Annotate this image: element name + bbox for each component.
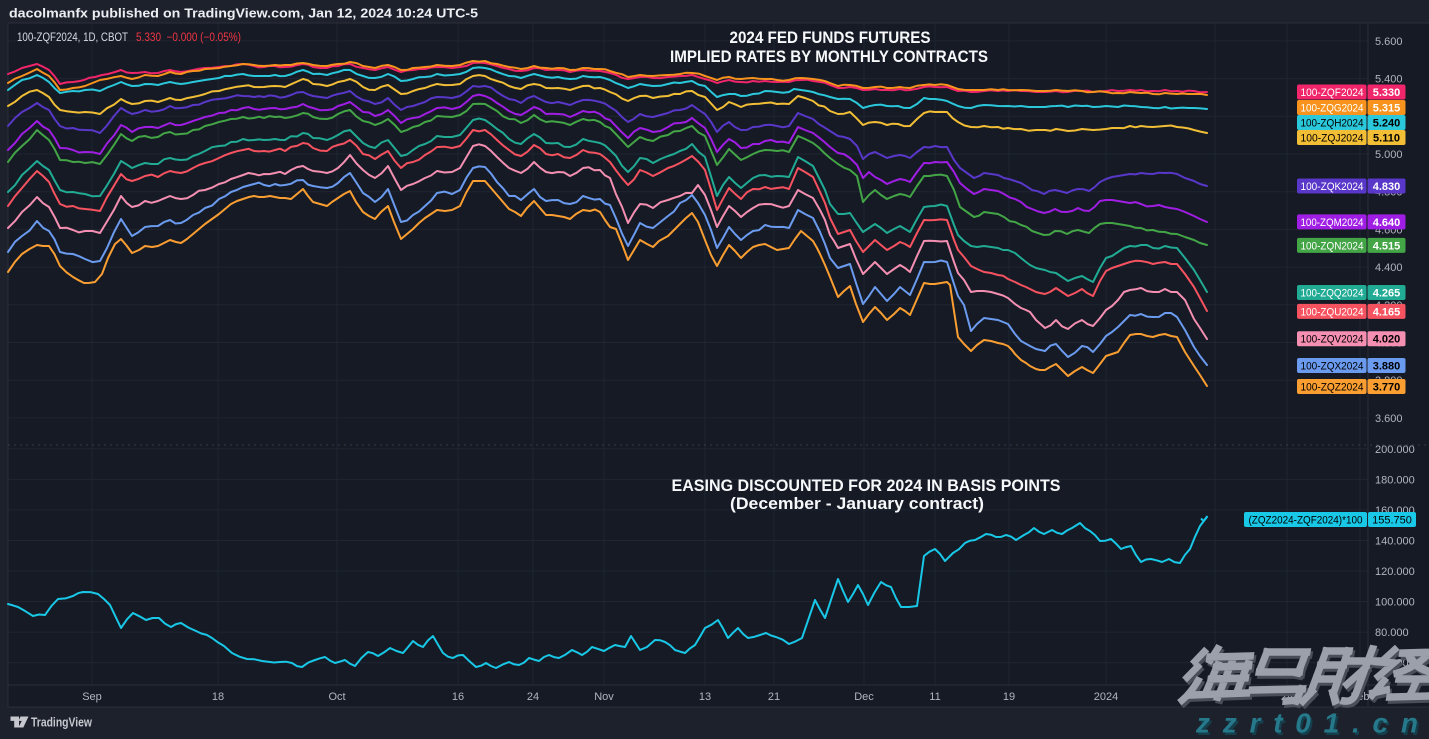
svg-text:3.770: 3.770 [1373, 382, 1401, 394]
svg-text:5.600: 5.600 [1375, 36, 1403, 48]
svg-text:100-ZQV2024: 100-ZQV2024 [1301, 334, 1364, 346]
svg-text:Sep: Sep [82, 691, 102, 703]
svg-text:dacolmanfx published on Tradin: dacolmanfx published on TradingView.com,… [9, 6, 478, 21]
svg-text:5.330: 5.330 [1373, 87, 1401, 99]
svg-text:(December - January contract): (December - January contract) [730, 494, 984, 513]
svg-text:4.640: 4.640 [1373, 217, 1401, 229]
svg-text:140.000: 140.000 [1375, 536, 1415, 548]
svg-text:21: 21 [768, 691, 780, 703]
svg-text:TradingView: TradingView [31, 716, 92, 730]
svg-text:100.000: 100.000 [1375, 597, 1415, 609]
svg-text:4.020: 4.020 [1373, 334, 1401, 346]
svg-text:5.000: 5.000 [1375, 149, 1403, 161]
svg-text:180.000: 180.000 [1375, 474, 1415, 486]
svg-text:4.265: 4.265 [1373, 288, 1401, 300]
svg-text:120.000: 120.000 [1375, 566, 1415, 578]
svg-text:2024 FED FUNDS FUTURES: 2024 FED FUNDS FUTURES [730, 28, 931, 47]
svg-text:19: 19 [1003, 691, 1015, 703]
svg-text:4.400: 4.400 [1375, 262, 1403, 274]
svg-text:100-ZQX2024: 100-ZQX2024 [1301, 361, 1364, 373]
svg-text:100-ZQF2024, 1D, CBOT: 100-ZQF2024, 1D, CBOT [17, 32, 128, 44]
svg-text:5.330 −0.000 (−0.05%): 5.330 −0.000 (−0.05%) [136, 32, 241, 44]
svg-text:155.750: 155.750 [1372, 514, 1412, 526]
svg-text:5.110: 5.110 [1373, 133, 1400, 145]
svg-text:100-ZQZ2024: 100-ZQZ2024 [1301, 382, 1364, 394]
svg-text:IMPLIED RATES BY MONTHLY CONTR: IMPLIED RATES BY MONTHLY CONTRACTS [670, 47, 988, 66]
svg-text:zzrt01.cn: zzrt01.cn [1195, 708, 1424, 739]
svg-text:100-ZQN2024: 100-ZQN2024 [1301, 240, 1364, 252]
svg-text:100-ZQJ2024: 100-ZQJ2024 [1301, 133, 1364, 145]
svg-text:100-ZQQ2024: 100-ZQQ2024 [1301, 288, 1364, 300]
svg-text:3.880: 3.880 [1373, 361, 1401, 373]
svg-text:100-ZQM2024: 100-ZQM2024 [1301, 217, 1364, 229]
svg-text:24: 24 [527, 691, 539, 703]
svg-text:Dec: Dec [854, 691, 874, 703]
svg-text:100-ZQU2024: 100-ZQU2024 [1301, 306, 1364, 318]
svg-text:Nov: Nov [594, 691, 614, 703]
svg-text:16: 16 [452, 691, 464, 703]
svg-text:80.000: 80.000 [1375, 627, 1409, 639]
svg-text:3.600: 3.600 [1375, 413, 1403, 425]
svg-text:4.515: 4.515 [1373, 240, 1401, 252]
svg-text:2024: 2024 [1094, 691, 1118, 703]
svg-text:11: 11 [929, 691, 940, 703]
svg-text:100-ZQG2024: 100-ZQG2024 [1301, 103, 1364, 115]
svg-text:200.000: 200.000 [1375, 444, 1415, 456]
svg-text:Oct: Oct [328, 691, 345, 703]
svg-text:5.240: 5.240 [1373, 118, 1401, 130]
svg-text:5.400: 5.400 [1375, 74, 1403, 86]
svg-text:100-ZQH2024: 100-ZQH2024 [1301, 118, 1364, 130]
svg-text:100-ZQF2024: 100-ZQF2024 [1301, 87, 1364, 99]
svg-text:EASING DISCOUNTED FOR 2024 IN: EASING DISCOUNTED FOR 2024 IN BASIS POIN… [672, 476, 1061, 495]
svg-text:100-ZQK2024: 100-ZQK2024 [1301, 181, 1364, 193]
svg-text:(ZQZ2024-ZQF2024)*100: (ZQZ2024-ZQF2024)*100 [1249, 514, 1363, 526]
svg-text:4.830: 4.830 [1373, 181, 1401, 193]
svg-text:5.315: 5.315 [1373, 103, 1401, 115]
svg-text:zzrt01.cn: zzrt01.cn [1197, 710, 1426, 739]
svg-text:13: 13 [699, 691, 711, 703]
svg-text:18: 18 [212, 691, 224, 703]
svg-text:4.165: 4.165 [1373, 306, 1401, 318]
